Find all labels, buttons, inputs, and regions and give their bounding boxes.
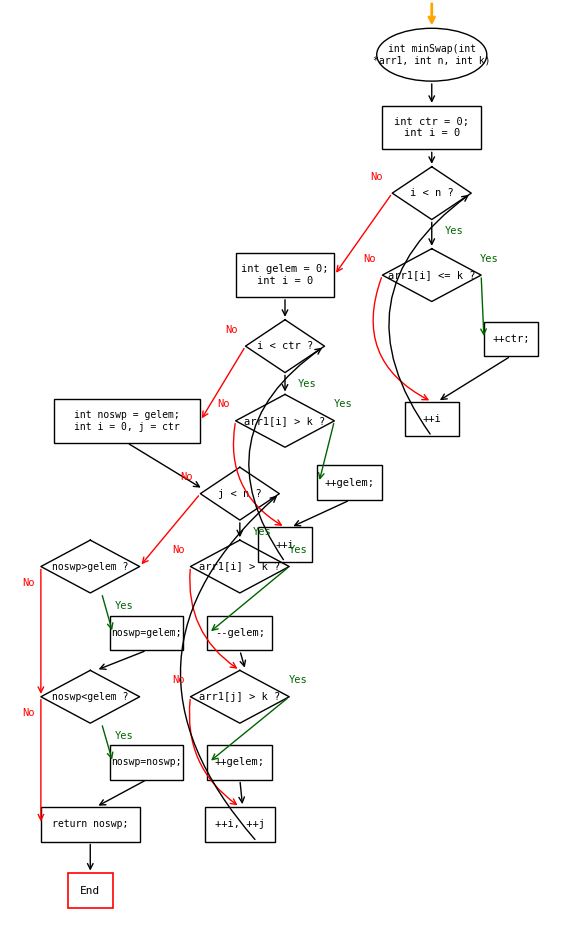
Text: No: No <box>225 325 238 334</box>
Text: ++i: ++i <box>422 414 441 424</box>
Text: Yes: Yes <box>481 254 499 264</box>
Text: i < n ?: i < n ? <box>410 188 454 199</box>
Text: i < ctr ?: i < ctr ? <box>257 341 313 352</box>
FancyBboxPatch shape <box>110 745 184 780</box>
FancyBboxPatch shape <box>205 807 275 842</box>
Text: int gelem = 0;
int i = 0: int gelem = 0; int i = 0 <box>241 264 329 286</box>
Text: End: End <box>80 885 100 896</box>
Text: No: No <box>172 675 184 685</box>
FancyBboxPatch shape <box>68 873 113 908</box>
FancyBboxPatch shape <box>405 402 459 436</box>
Text: No: No <box>217 399 230 409</box>
Text: ++gelem;: ++gelem; <box>215 757 265 768</box>
Text: ++gelem;: ++gelem; <box>325 478 375 487</box>
Text: Yes: Yes <box>298 379 317 389</box>
FancyBboxPatch shape <box>235 254 335 297</box>
Text: return noswp;: return noswp; <box>52 819 128 829</box>
Text: int ctr = 0;
int i = 0: int ctr = 0; int i = 0 <box>394 117 469 139</box>
Text: Yes: Yes <box>445 226 464 237</box>
Text: noswp<gelem ?: noswp<gelem ? <box>52 692 128 702</box>
Text: noswp=noswp;: noswp=noswp; <box>112 757 182 768</box>
FancyBboxPatch shape <box>382 105 481 149</box>
Text: Yes: Yes <box>288 675 307 685</box>
Text: int minSwap(int
*arr1, int n, int k): int minSwap(int *arr1, int n, int k) <box>373 44 491 66</box>
FancyBboxPatch shape <box>484 321 538 356</box>
FancyBboxPatch shape <box>258 527 312 562</box>
Text: noswp>gelem ?: noswp>gelem ? <box>52 561 128 572</box>
Text: --gelem;: --gelem; <box>215 628 265 638</box>
Text: ++i, ++j: ++i, ++j <box>215 819 265 829</box>
Text: ++i: ++i <box>276 540 294 550</box>
Text: No: No <box>370 172 382 181</box>
FancyBboxPatch shape <box>317 466 382 500</box>
FancyBboxPatch shape <box>41 807 140 842</box>
Text: Yes: Yes <box>115 731 133 741</box>
Text: j < n ?: j < n ? <box>218 488 262 499</box>
Text: arr1[i] > k ?: arr1[i] > k ? <box>245 416 325 426</box>
FancyBboxPatch shape <box>110 616 184 651</box>
Text: Yes: Yes <box>333 399 352 409</box>
Text: arr1[i] > k ?: arr1[i] > k ? <box>200 561 280 572</box>
Text: No: No <box>172 545 184 555</box>
Ellipse shape <box>377 28 487 81</box>
Text: int noswp = gelem;
int i = 0, j = ctr: int noswp = gelem; int i = 0, j = ctr <box>74 410 180 431</box>
Text: No: No <box>22 708 35 718</box>
Text: ++ctr;: ++ctr; <box>492 333 530 344</box>
Text: noswp=gelem;: noswp=gelem; <box>112 628 182 638</box>
Text: No: No <box>364 254 376 264</box>
FancyBboxPatch shape <box>207 745 272 780</box>
Text: Yes: Yes <box>253 527 272 537</box>
Text: arr1[j] > k ?: arr1[j] > k ? <box>200 692 280 702</box>
Text: No: No <box>180 472 193 483</box>
Text: Yes: Yes <box>288 545 307 555</box>
FancyBboxPatch shape <box>207 616 272 651</box>
Text: Yes: Yes <box>115 600 133 611</box>
Text: No: No <box>22 578 35 588</box>
Text: arr1[i] <= k ?: arr1[i] <= k ? <box>388 270 475 280</box>
FancyBboxPatch shape <box>54 399 200 443</box>
